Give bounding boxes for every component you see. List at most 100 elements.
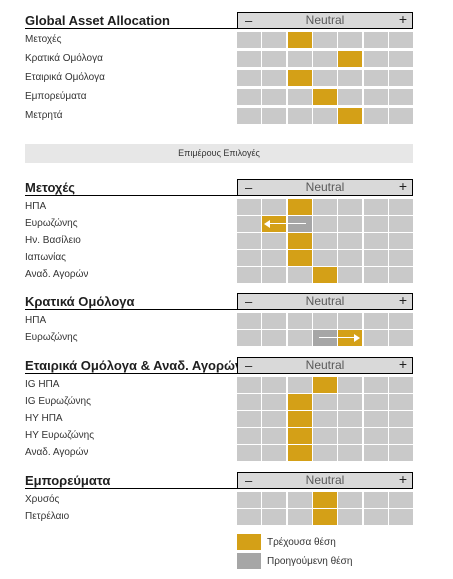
cell <box>262 199 286 215</box>
cell <box>262 492 286 508</box>
cell <box>364 509 388 525</box>
scale-neutral: Neutral <box>305 180 345 194</box>
cell <box>389 445 413 461</box>
scale-plus: + <box>398 178 407 194</box>
cell <box>338 70 362 86</box>
row-label: ΗΠΑ <box>25 315 47 326</box>
cell <box>237 428 261 444</box>
cell-current <box>338 51 362 67</box>
cell <box>313 32 337 48</box>
cell <box>364 377 388 393</box>
change-arrow <box>268 223 306 224</box>
scale-plus: + <box>398 292 407 308</box>
cell-previous <box>288 216 312 232</box>
cell <box>313 51 337 67</box>
cell <box>389 394 413 410</box>
cell <box>364 492 388 508</box>
cell <box>262 108 286 124</box>
cell <box>338 394 362 410</box>
cell <box>262 89 286 105</box>
cell-current <box>313 492 337 508</box>
cell <box>338 509 362 525</box>
change-arrow <box>319 337 356 338</box>
cell <box>237 250 261 266</box>
cell-current <box>313 89 337 105</box>
cell-current <box>288 445 312 461</box>
cell <box>262 509 286 525</box>
row-label: Κρατικά Ομόλογα <box>25 53 103 64</box>
row-label: ΗΥ Ευρωζώνης <box>25 430 95 441</box>
arrow-head-icon <box>264 220 270 228</box>
scale-minus: – <box>245 13 253 28</box>
cell <box>262 411 286 427</box>
section-title: Εταιρικά Ομόλογα & Αναδ. Αγορών <box>25 358 243 373</box>
row-label: Μετρητά <box>25 110 63 121</box>
cell <box>389 428 413 444</box>
cell-current <box>288 32 312 48</box>
legend-previous-label: Προηγούμενη θέση <box>267 556 353 567</box>
row-label: Εταιρικά Ομόλογα <box>25 72 105 83</box>
section-title: Μετοχές <box>25 180 76 195</box>
cell <box>338 267 362 283</box>
cell <box>364 445 388 461</box>
cell <box>338 32 362 48</box>
row-label: Πετρέλαιο <box>25 511 70 522</box>
cell-current <box>288 394 312 410</box>
section-underline <box>25 373 413 374</box>
scale-neutral: Neutral <box>305 473 345 487</box>
row-label: Ην. Βασίλειο <box>25 235 81 246</box>
cell <box>262 377 286 393</box>
cell-current <box>313 509 337 525</box>
cell <box>389 233 413 249</box>
cell-current <box>288 411 312 427</box>
cell-current <box>313 267 337 283</box>
cell <box>262 313 286 329</box>
cell <box>237 267 261 283</box>
section-title: Εμπορεύματα <box>25 473 111 488</box>
cell <box>364 199 388 215</box>
cell <box>237 89 261 105</box>
row-label: ΗΠΑ <box>25 201 47 212</box>
cell-current <box>288 428 312 444</box>
cell <box>338 199 362 215</box>
scale-plus: + <box>398 356 407 372</box>
cell-previous <box>313 330 337 346</box>
cell <box>364 51 388 67</box>
cell <box>262 70 286 86</box>
cell <box>288 313 312 329</box>
cell <box>313 428 337 444</box>
scale-header: – Neutral + <box>237 293 413 310</box>
scale-minus: – <box>245 473 253 488</box>
row-label: ΗΥ ΗΠΑ <box>25 413 63 424</box>
cell <box>389 313 413 329</box>
cell <box>237 377 261 393</box>
cell-current <box>288 70 312 86</box>
cell-current <box>313 377 337 393</box>
scale-minus: – <box>245 180 253 195</box>
cell <box>389 267 413 283</box>
cell <box>364 32 388 48</box>
cell <box>288 51 312 67</box>
cell <box>338 216 362 232</box>
cell <box>364 394 388 410</box>
row-label: Χρυσός <box>25 494 60 505</box>
cell <box>364 70 388 86</box>
cell <box>338 445 362 461</box>
cell <box>389 377 413 393</box>
cell <box>389 89 413 105</box>
cell-current <box>288 199 312 215</box>
cell <box>338 377 362 393</box>
cell <box>313 445 337 461</box>
cell <box>389 32 413 48</box>
cell <box>389 216 413 232</box>
cell <box>262 394 286 410</box>
cell <box>364 108 388 124</box>
cell <box>288 108 312 124</box>
section-underline <box>25 309 413 310</box>
cell <box>338 492 362 508</box>
cell <box>262 428 286 444</box>
cell <box>237 445 261 461</box>
cell <box>237 394 261 410</box>
cell <box>338 428 362 444</box>
legend-current-label: Τρέχουσα θέση <box>267 537 336 548</box>
